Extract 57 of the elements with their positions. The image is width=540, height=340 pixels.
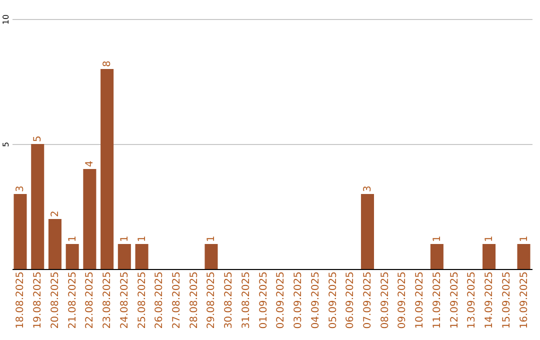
x-tick-label: 25.08.2025 [136, 272, 148, 329]
x-tick-label: 15.09.2025 [501, 272, 512, 329]
data-label: 1 [432, 236, 443, 242]
x-tick-label: 20.08.2025 [50, 272, 61, 329]
x-tick-label: 22.08.2025 [84, 272, 96, 329]
x-tick-label: 04.09.2025 [310, 272, 322, 329]
x-tick-label: 10.09.2025 [414, 272, 426, 329]
x-tick-label: 29.08.2025 [206, 272, 218, 329]
x-tick-label: 08.09.2025 [380, 272, 391, 329]
data-label: 1 [206, 236, 218, 242]
x-tick-label: 02.09.2025 [276, 272, 287, 329]
bar [482, 244, 496, 269]
x-tick-label: 31.08.2025 [240, 272, 252, 329]
x-tick-label: 27.08.2025 [172, 272, 183, 329]
bar [14, 194, 27, 269]
x-tick-label: 28.08.2025 [188, 272, 200, 329]
data-label: 1 [484, 236, 496, 242]
bar [31, 144, 44, 269]
x-tick-label: 21.08.2025 [67, 272, 78, 329]
x-tick-label: 06.09.2025 [345, 272, 356, 329]
x-tick-label: 30.08.2025 [224, 272, 235, 329]
x-tick-label: 23.08.2025 [102, 272, 114, 329]
data-label: 5 [32, 136, 44, 142]
data-label: 1 [518, 236, 530, 242]
bar [360, 194, 374, 269]
bar [204, 244, 218, 269]
x-tick-label: 18.08.2025 [15, 272, 26, 329]
bar [135, 244, 148, 269]
bar [517, 244, 530, 269]
bar [118, 244, 131, 269]
x-tick-label: 26.08.2025 [154, 272, 166, 329]
data-label: 3 [15, 186, 26, 192]
x-tick-label: 19.08.2025 [32, 272, 44, 329]
data-label: 1 [67, 236, 78, 242]
x-tick-label: 11.09.2025 [432, 272, 443, 329]
data-label: 4 [84, 160, 96, 167]
x-tick-label: 24.08.2025 [119, 272, 130, 329]
bar [430, 244, 444, 269]
data-label: 2 [50, 210, 61, 217]
x-tick-label: 12.09.2025 [449, 272, 460, 329]
bar [83, 169, 96, 269]
x-tick-label: 01.09.2025 [258, 272, 270, 329]
data-label: 1 [136, 236, 148, 242]
bar [100, 69, 114, 269]
x-tick-label: 09.09.2025 [397, 272, 408, 329]
data-label: 1 [119, 236, 130, 242]
data-label: 8 [102, 60, 114, 67]
y-tick-label: 10 [2, 14, 10, 25]
x-tick-label: 05.09.2025 [328, 272, 339, 329]
x-tick-label: 14.09.2025 [484, 272, 496, 329]
bar [66, 244, 79, 269]
bar [48, 219, 62, 269]
x-tick-label: 03.09.2025 [293, 272, 304, 329]
x-tick-label: 16.09.2025 [518, 272, 530, 329]
x-tick-label: 13.09.2025 [466, 272, 478, 329]
data-label: 3 [362, 186, 374, 192]
x-tick-label: 07.09.2025 [362, 272, 374, 329]
